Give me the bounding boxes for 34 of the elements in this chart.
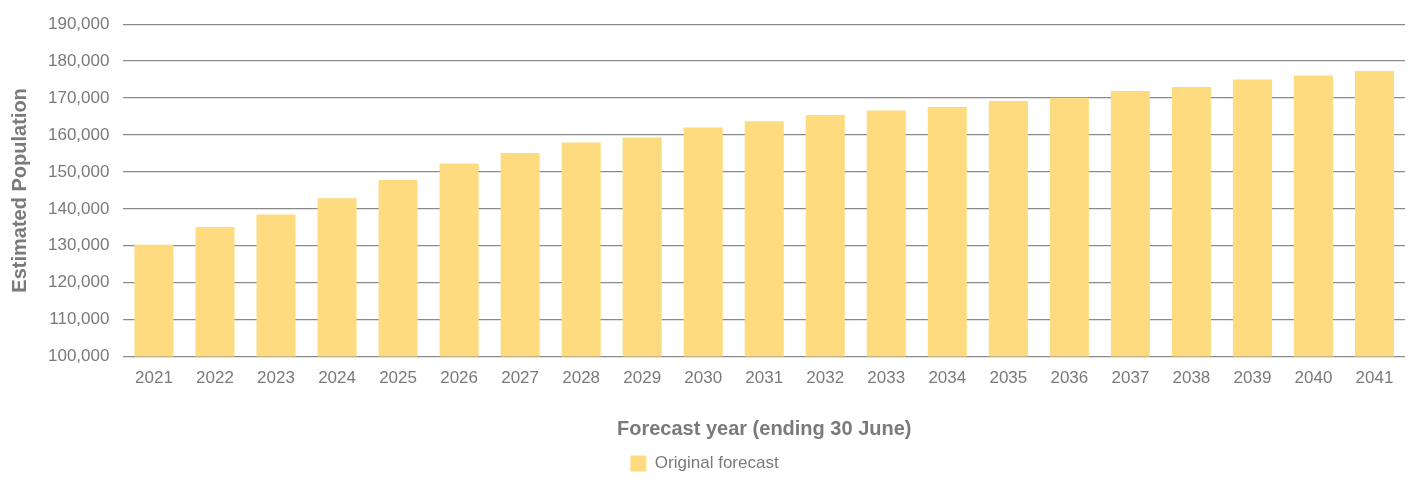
x-tick-label: 2036 [1050, 368, 1089, 388]
x-tick-label: 2027 [501, 368, 540, 388]
x-tick-label: 2025 [379, 368, 417, 388]
x-tick-label: 2023 [257, 368, 295, 388]
y-tick-label: 190,000 [48, 13, 110, 33]
x-tick-label: 2030 [684, 368, 723, 388]
x-tick-label: 2039 [1233, 368, 1272, 388]
x-tick-label: 2022 [196, 368, 234, 388]
y-axis-title: Estimated Population [7, 88, 30, 293]
x-tick-label: 2024 [318, 368, 356, 388]
y-tick-label: 160,000 [48, 124, 110, 144]
y-tick-label: 170,000 [48, 87, 110, 107]
x-tick-label: 2026 [440, 368, 479, 388]
y-tick-label: 150,000 [48, 161, 110, 181]
y-tick-label: 130,000 [48, 235, 110, 255]
x-axis-title: Forecast year (ending 30 June) [616, 416, 912, 439]
x-tick-label: 2032 [806, 368, 845, 388]
x-tick-label: 2033 [867, 368, 906, 388]
x-tick-label: 2035 [989, 368, 1028, 388]
x-tick-label: 2028 [562, 368, 601, 388]
x-tick-label: 2034 [928, 368, 967, 388]
x-tick-label: 2040 [1294, 368, 1333, 388]
x-tick-label: 2029 [623, 368, 662, 388]
y-tick-label: 120,000 [48, 272, 110, 292]
x-tick-label: 2021 [135, 368, 173, 388]
x-tick-label: 2037 [1111, 368, 1150, 388]
x-tick-label: 2031 [745, 368, 784, 388]
legend-label: Original forecast [654, 453, 779, 473]
y-tick-label: 100,000 [48, 346, 110, 366]
x-tick-label: 2041 [1355, 368, 1394, 388]
y-tick-label: 140,000 [48, 198, 110, 218]
x-tick-label: 2038 [1172, 368, 1211, 388]
y-tick-label: 180,000 [48, 50, 110, 70]
y-tick-label: 110,000 [49, 309, 110, 329]
